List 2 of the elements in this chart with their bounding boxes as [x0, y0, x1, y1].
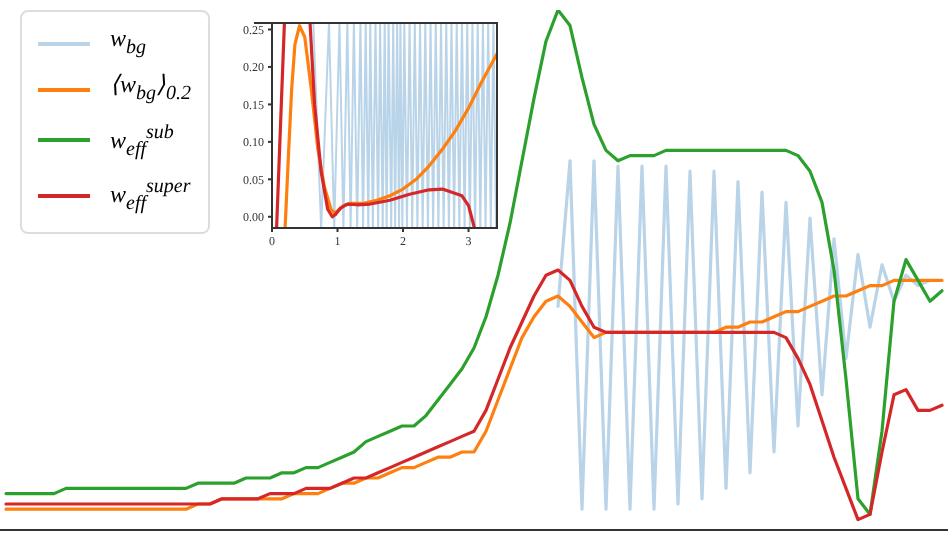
legend-label: ⟨w$_{bg}$⟩$_{0.2}$ [110, 68, 192, 110]
legend-label: w$_{bg}$ [110, 22, 147, 63]
